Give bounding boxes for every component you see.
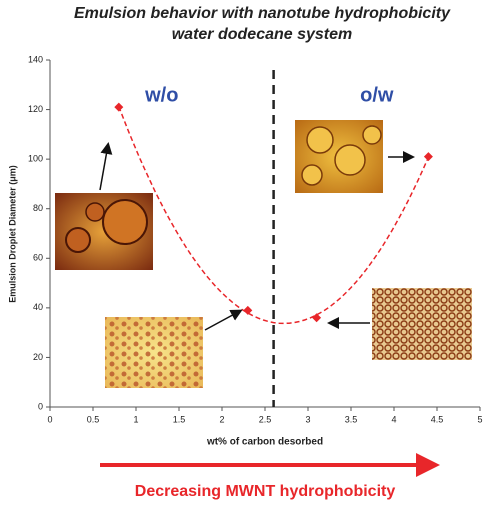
x-tick-label: 0 xyxy=(47,414,52,424)
y-tick-label: 20 xyxy=(33,352,43,362)
data-point xyxy=(114,102,124,112)
y-tick-label: 0 xyxy=(38,401,43,411)
pointer-arrow xyxy=(99,142,113,191)
data-point xyxy=(243,305,253,315)
data-point xyxy=(423,152,433,162)
chart-subtitle: water dodecane system xyxy=(172,26,353,43)
droplet xyxy=(362,125,382,145)
droplet xyxy=(65,227,91,253)
trend-line xyxy=(118,106,430,325)
x-tick-label: 0.5 xyxy=(87,414,100,424)
x-tick-label: 4 xyxy=(391,414,396,424)
micrograph-texture xyxy=(105,317,203,388)
data-point xyxy=(312,313,322,323)
y-tick-label: 60 xyxy=(33,253,43,263)
droplet xyxy=(306,126,334,154)
chart-title: Emulsion behavior with nanotube hydropho… xyxy=(74,5,451,22)
micrographs xyxy=(55,120,472,388)
x-tick-label: 1 xyxy=(133,414,138,424)
annotation: o/w xyxy=(360,84,394,106)
x-tick-label: 2.5 xyxy=(259,414,272,424)
y-tick-label: 80 xyxy=(33,203,43,213)
droplet xyxy=(301,164,323,186)
y-tick-label: 120 xyxy=(28,104,43,114)
x-axis-label: wt% of carbon desorbed xyxy=(206,437,323,448)
y-tick-label: 40 xyxy=(33,302,43,312)
droplet xyxy=(85,202,105,222)
droplet xyxy=(102,199,148,245)
x-tick-label: 3.5 xyxy=(345,414,358,424)
micrograph xyxy=(372,288,472,360)
x-tick-label: 4.5 xyxy=(431,414,444,424)
x-tick-label: 2 xyxy=(219,414,224,424)
y-axis-label: Emulsion Droplet Diameter (μm) xyxy=(7,165,17,303)
annotation: w/o xyxy=(144,84,178,106)
y-tick-label: 100 xyxy=(28,154,43,164)
x-tick-label: 3 xyxy=(305,414,310,424)
footer-text: Decreasing MWNT hydrophobicity xyxy=(135,483,396,500)
pointer-arrow xyxy=(204,309,243,331)
droplet xyxy=(334,144,366,176)
x-tick-label: 1.5 xyxy=(173,414,186,424)
y-tick-label: 140 xyxy=(28,54,43,64)
x-tick-label: 5 xyxy=(477,414,482,424)
